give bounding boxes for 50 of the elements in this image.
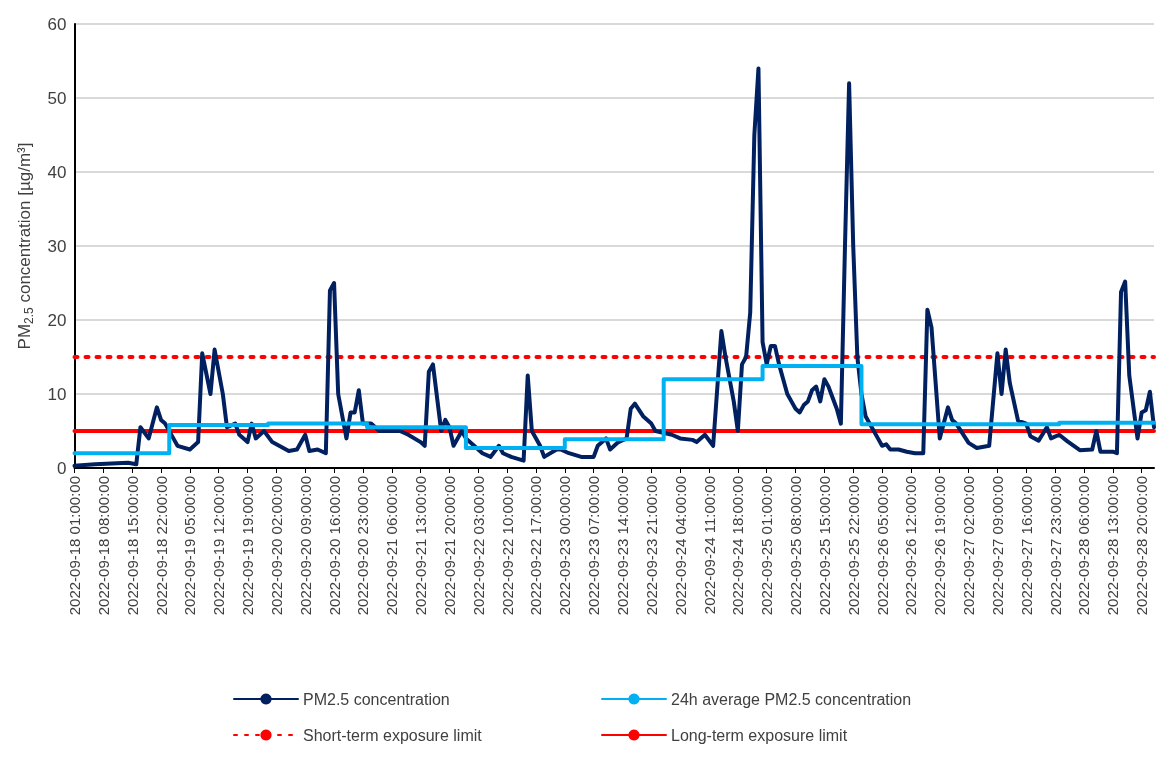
x-tick-label: 2022-09-22 17:00:00 — [527, 476, 545, 616]
x-tick-label: 2022-09-22 10:00:00 — [498, 476, 516, 616]
x-tick-label: 2022-09-25 01:00:00 — [758, 476, 776, 616]
x-tick-label: 2022-09-23 00:00:00 — [556, 476, 574, 616]
y-tick-label: 0 — [57, 458, 67, 478]
legend-label: 24h average PM2.5 concentration — [671, 690, 912, 708]
y-tick-label: 60 — [47, 14, 67, 34]
x-tick-label: 2022-09-19 05:00:00 — [181, 476, 199, 616]
x-tick-label: 2022-09-21 13:00:00 — [412, 476, 430, 616]
x-tick-label: 2022-09-22 03:00:00 — [469, 476, 487, 616]
x-tick-label: 2022-09-20 16:00:00 — [325, 476, 343, 616]
x-tick-label: 2022-09-25 22:00:00 — [844, 476, 862, 616]
x-tick-label: 2022-09-24 11:00:00 — [700, 476, 718, 615]
x-tick-label: 2022-09-18 22:00:00 — [152, 476, 170, 616]
y-tick-label: 50 — [47, 88, 67, 108]
x-tick-label: 2022-09-21 20:00:00 — [440, 476, 458, 616]
x-tick-label: 2022-09-28 06:00:00 — [1075, 476, 1093, 616]
x-tick-label: 2022-09-27 09:00:00 — [988, 476, 1006, 616]
legend-label: PM2.5 concentration — [303, 690, 450, 708]
x-tick-label: 2022-09-19 19:00:00 — [239, 476, 257, 616]
x-tick-label: 2022-09-20 02:00:00 — [267, 476, 285, 616]
y-tick-label: 10 — [47, 384, 67, 404]
x-tick-label: 2022-09-26 19:00:00 — [931, 476, 949, 616]
x-tick-label: 2022-09-24 18:00:00 — [729, 476, 747, 616]
y-tick-label: 20 — [47, 310, 67, 330]
x-tick-label: 2022-09-18 08:00:00 — [94, 476, 112, 616]
x-tick-label: 2022-09-25 08:00:00 — [787, 476, 805, 616]
x-tick-label: 2022-09-28 20:00:00 — [1133, 476, 1151, 616]
x-tick-label: 2022-09-21 06:00:00 — [383, 476, 401, 616]
x-tick-label: 2022-09-19 12:00:00 — [210, 476, 228, 616]
x-tick-label: 2022-09-23 07:00:00 — [585, 476, 603, 616]
x-tick-label: 2022-09-18 01:00:00 — [66, 476, 83, 616]
x-tick-label: 2022-09-20 23:00:00 — [354, 476, 372, 616]
x-tick-label: 2022-09-28 13:00:00 — [1104, 476, 1122, 616]
x-tick-label: 2022-09-26 12:00:00 — [902, 476, 920, 616]
y-axis-title: PM2.5 concentration [µg/m³] — [15, 142, 36, 350]
legend-label: Short-term exposure limit — [303, 726, 483, 744]
x-tick-label: 2022-09-27 23:00:00 — [1046, 476, 1064, 616]
x-tick-label: 2022-09-24 04:00:00 — [671, 476, 689, 616]
x-tick-label: 2022-09-23 14:00:00 — [613, 476, 631, 616]
x-tick-label: 2022-09-26 05:00:00 — [873, 476, 891, 616]
x-tick-label: 2022-09-27 02:00:00 — [960, 476, 978, 616]
x-tick-label: 2022-09-18 15:00:00 — [123, 476, 141, 616]
x-tick-label: 2022-09-27 16:00:00 — [1017, 476, 1035, 616]
y-tick-label: 30 — [47, 236, 67, 256]
x-tick-label: 2022-09-20 09:00:00 — [296, 476, 314, 616]
x-tick-label: 2022-09-25 15:00:00 — [815, 476, 833, 616]
x-tick-label: 2022-09-23 21:00:00 — [642, 476, 660, 616]
legend-label: Long-term exposure limit — [671, 726, 848, 744]
y-tick-label: 40 — [47, 162, 67, 182]
